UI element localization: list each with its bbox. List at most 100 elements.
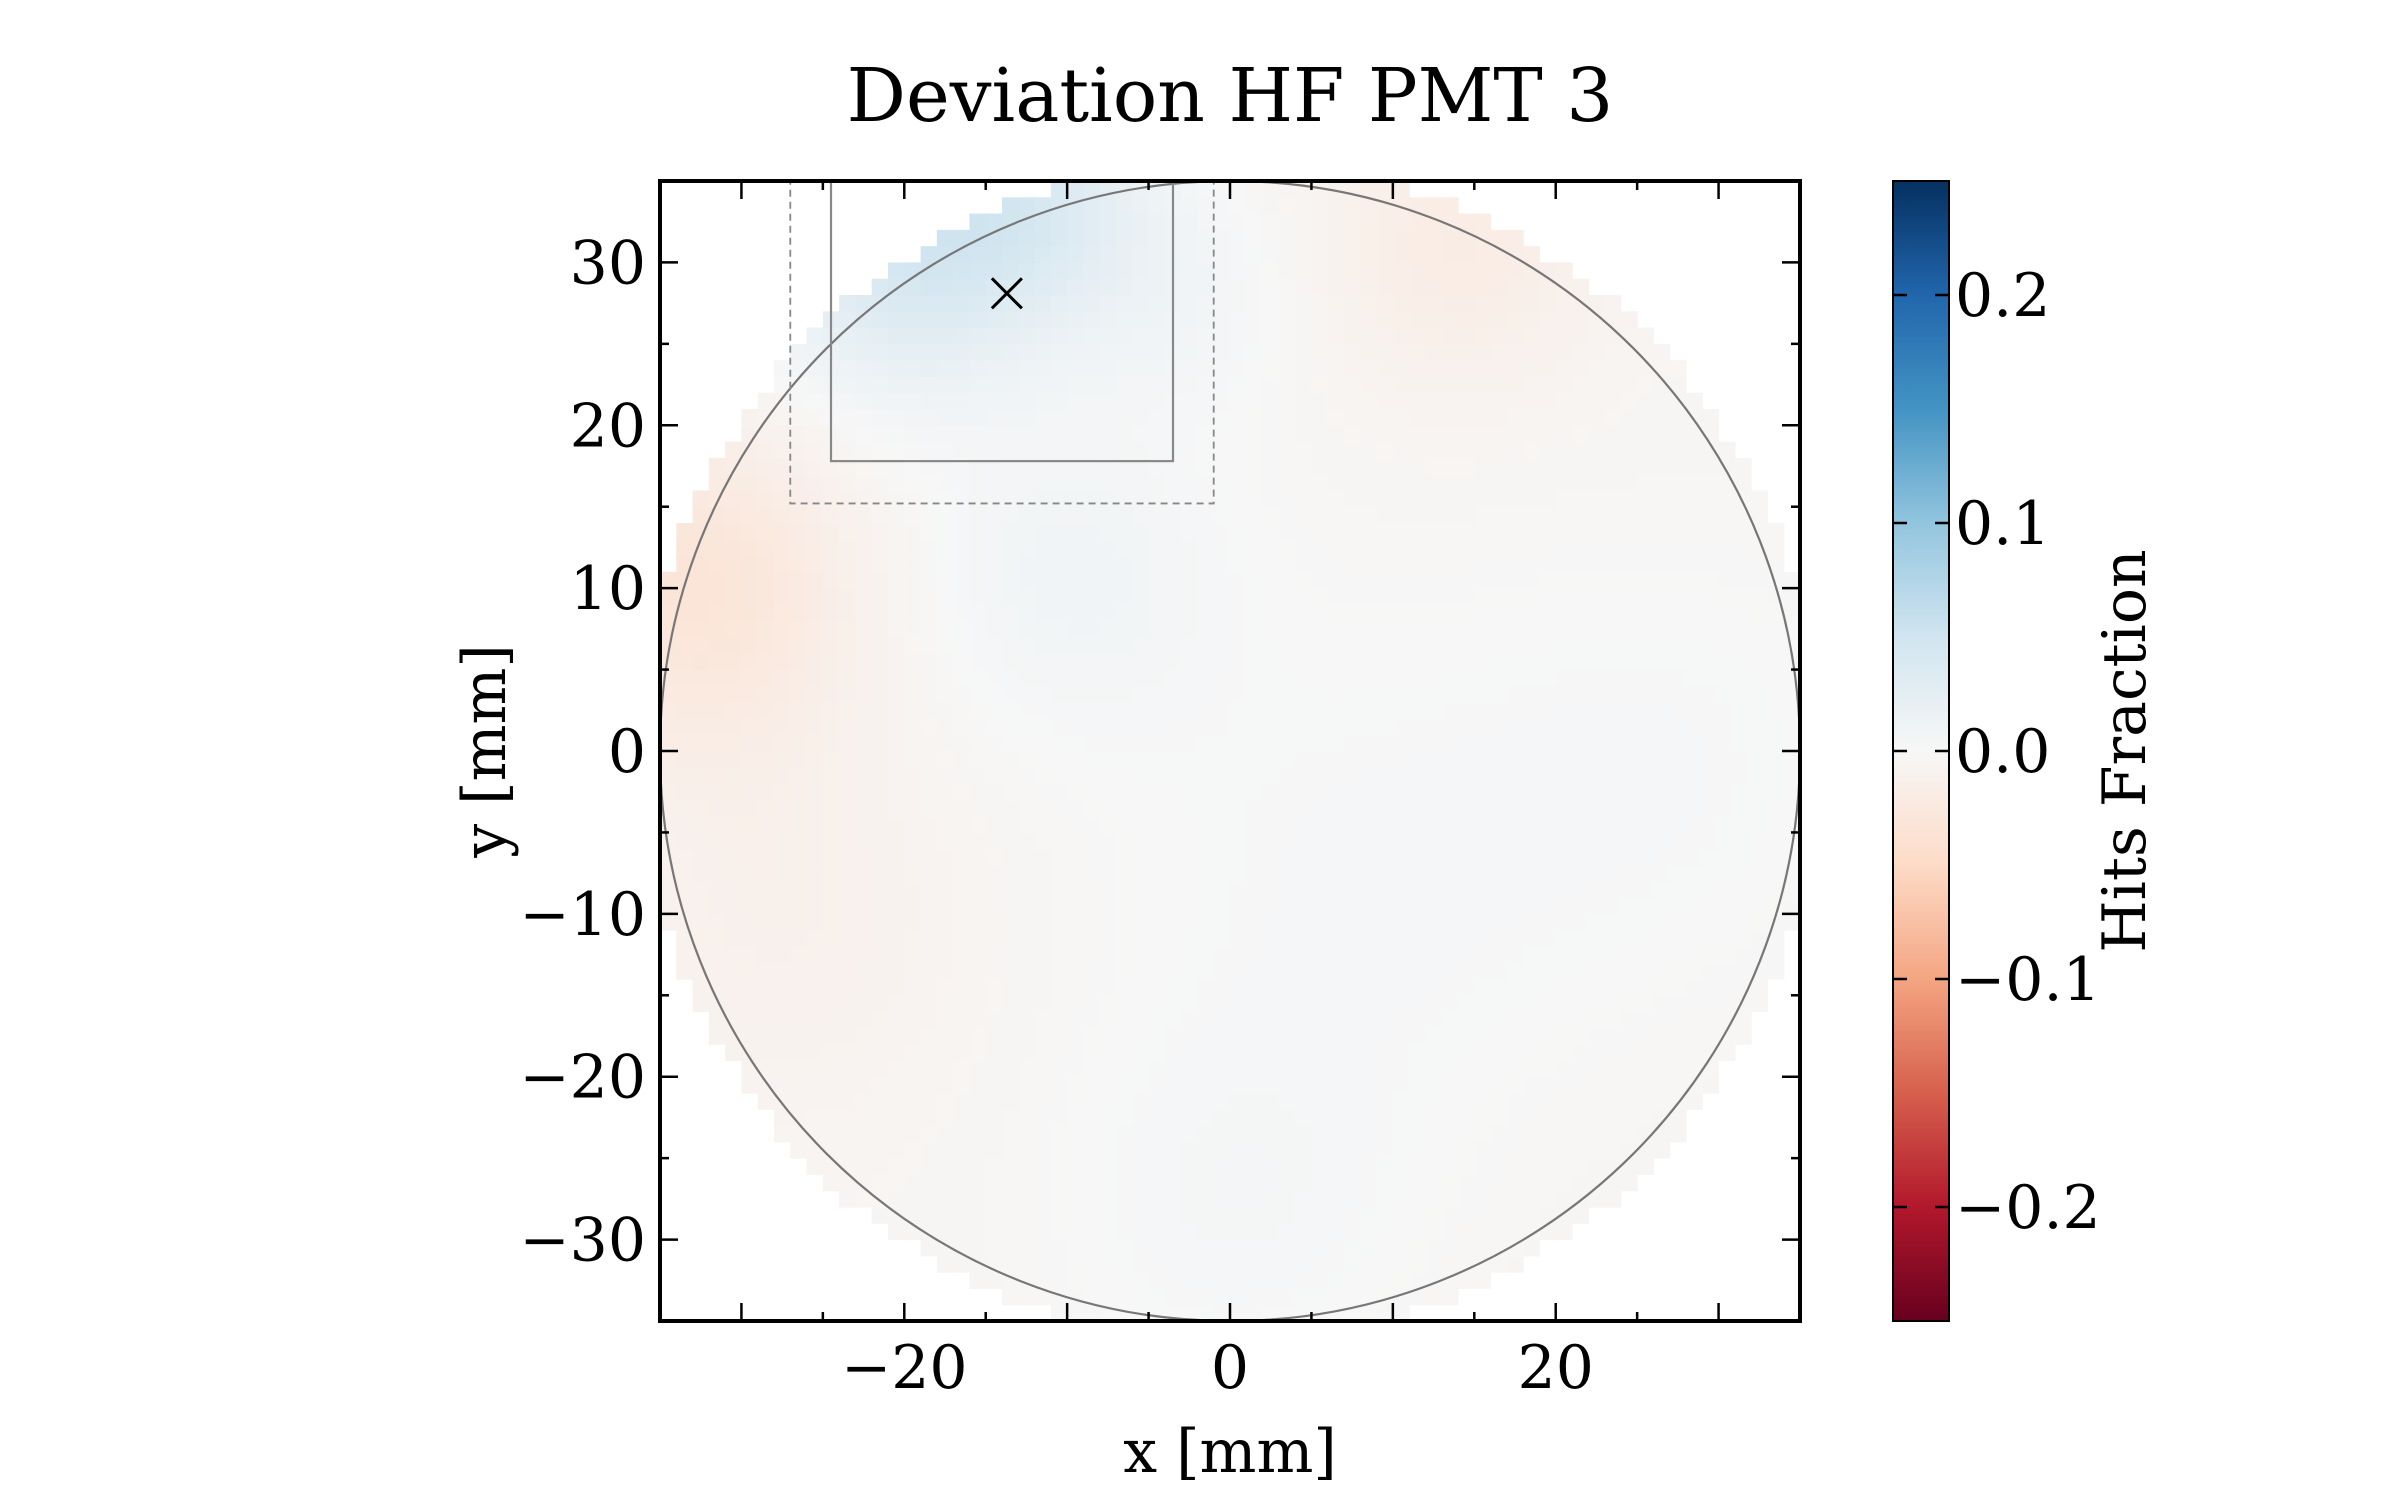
heatmap-cell <box>1132 1239 1150 1257</box>
heatmap-cell <box>1702 816 1720 834</box>
heatmap-cell <box>855 946 873 964</box>
heatmap-cell <box>1230 685 1247 703</box>
heatmap-cell <box>676 865 694 882</box>
heatmap-cell <box>1474 246 1492 264</box>
heatmap-cell <box>1604 441 1622 459</box>
heatmap-cell <box>822 881 840 899</box>
heatmap-cell <box>1083 979 1101 996</box>
heatmap-cell <box>1702 718 1720 736</box>
heatmap-cell <box>1230 392 1247 410</box>
heatmap-cell <box>936 409 954 426</box>
heatmap-cell <box>1555 734 1573 752</box>
heatmap-cell <box>985 1109 1003 1127</box>
heatmap-cell <box>888 995 905 1013</box>
heatmap-cell <box>1230 718 1247 736</box>
heatmap-cell <box>1067 246 1085 264</box>
heatmap-cell <box>1458 311 1475 329</box>
heatmap-cell <box>1099 425 1117 443</box>
heatmap-cell <box>1148 1239 1166 1257</box>
heatmap-cell <box>969 653 987 671</box>
heatmap-cell <box>1230 1093 1247 1110</box>
heatmap-cell <box>1425 865 1443 882</box>
heatmap-cell <box>1197 490 1215 508</box>
heatmap-cell <box>1164 881 1182 899</box>
heatmap-cell <box>1702 571 1720 589</box>
heatmap-cell <box>1246 913 1264 931</box>
heatmap-cell <box>822 1076 840 1094</box>
heatmap-cell <box>936 799 954 817</box>
heatmap-cell <box>871 409 889 426</box>
heatmap-cell <box>1197 930 1215 948</box>
heatmap-cell <box>1620 848 1638 866</box>
heatmap-cell <box>1555 946 1573 964</box>
heatmap-cell <box>1458 555 1475 573</box>
heatmap-cell <box>1116 620 1133 638</box>
heatmap-cell <box>1230 832 1247 850</box>
heatmap-cell <box>1474 620 1492 638</box>
heatmap-cell <box>1197 376 1215 394</box>
heatmap-cell <box>1751 490 1769 508</box>
heatmap-cell <box>1213 751 1231 768</box>
heatmap-cell <box>855 1190 873 1208</box>
heatmap-cell <box>1523 767 1541 785</box>
heatmap-cell <box>1360 930 1378 948</box>
heatmap-cell <box>936 1141 954 1159</box>
heatmap-cell <box>920 1239 938 1257</box>
heatmap-cell <box>1295 490 1313 508</box>
heatmap-cell <box>1734 897 1752 915</box>
heatmap-cell <box>1409 685 1427 703</box>
heatmap-cell <box>1783 718 1800 736</box>
heatmap-cell <box>1555 1011 1573 1029</box>
heatmap-cell <box>1669 441 1687 459</box>
heatmap-cell <box>1018 669 1036 687</box>
heatmap-cell <box>1360 865 1378 882</box>
heatmap-cell <box>1506 360 1524 378</box>
heatmap-cell <box>1376 588 1394 606</box>
heatmap-cell <box>1392 343 1410 361</box>
heatmap-cell <box>904 962 922 980</box>
heatmap-cell <box>904 539 922 557</box>
heatmap-cell <box>1637 913 1655 931</box>
heatmap-cell <box>1083 995 1101 1013</box>
heatmap-cell <box>1555 783 1573 801</box>
heatmap-cell <box>855 669 873 687</box>
heatmap-cell <box>985 1190 1003 1208</box>
heatmap-cell <box>1083 474 1101 492</box>
heatmap-cell <box>1262 897 1280 915</box>
heatmap-cell <box>692 913 710 931</box>
heatmap-cell <box>1181 604 1199 622</box>
heatmap-cell <box>1474 343 1492 361</box>
heatmap-cell <box>790 376 808 394</box>
heatmap-cell <box>1409 930 1427 948</box>
heatmap-cell <box>1620 409 1638 426</box>
heatmap-cell <box>1572 360 1589 378</box>
heatmap-cell <box>1588 490 1606 508</box>
heatmap-cell <box>1751 799 1769 817</box>
heatmap-cell <box>1197 1125 1215 1143</box>
heatmap-cell <box>1555 1207 1573 1224</box>
heatmap-cell <box>1392 734 1410 752</box>
heatmap-cell <box>790 343 808 361</box>
heatmap-cell <box>1588 1093 1606 1110</box>
heatmap-cell <box>741 897 759 915</box>
heatmap-cell <box>1213 1223 1231 1241</box>
heatmap-cell <box>822 506 840 524</box>
heatmap-cell <box>904 278 922 296</box>
heatmap-cell <box>1278 734 1296 752</box>
heatmap-cell <box>969 409 987 426</box>
heatmap-cell <box>1230 979 1247 996</box>
heatmap-cell <box>953 229 971 247</box>
heatmap-cell <box>1751 913 1769 931</box>
heatmap-cell <box>1246 751 1264 768</box>
heatmap-cell <box>1132 881 1150 899</box>
heatmap-cell <box>676 653 694 671</box>
heatmap-cell <box>1686 767 1703 785</box>
heatmap-cell <box>1539 311 1557 329</box>
heatmap-cell <box>1392 1011 1410 1029</box>
heatmap-cell <box>1311 1239 1329 1257</box>
heatmap-cell <box>1164 962 1182 980</box>
heatmap-cell <box>1099 1207 1117 1224</box>
heatmap-cell <box>1441 474 1459 492</box>
heatmap-cell <box>904 685 922 703</box>
heatmap-cell <box>1148 881 1166 899</box>
